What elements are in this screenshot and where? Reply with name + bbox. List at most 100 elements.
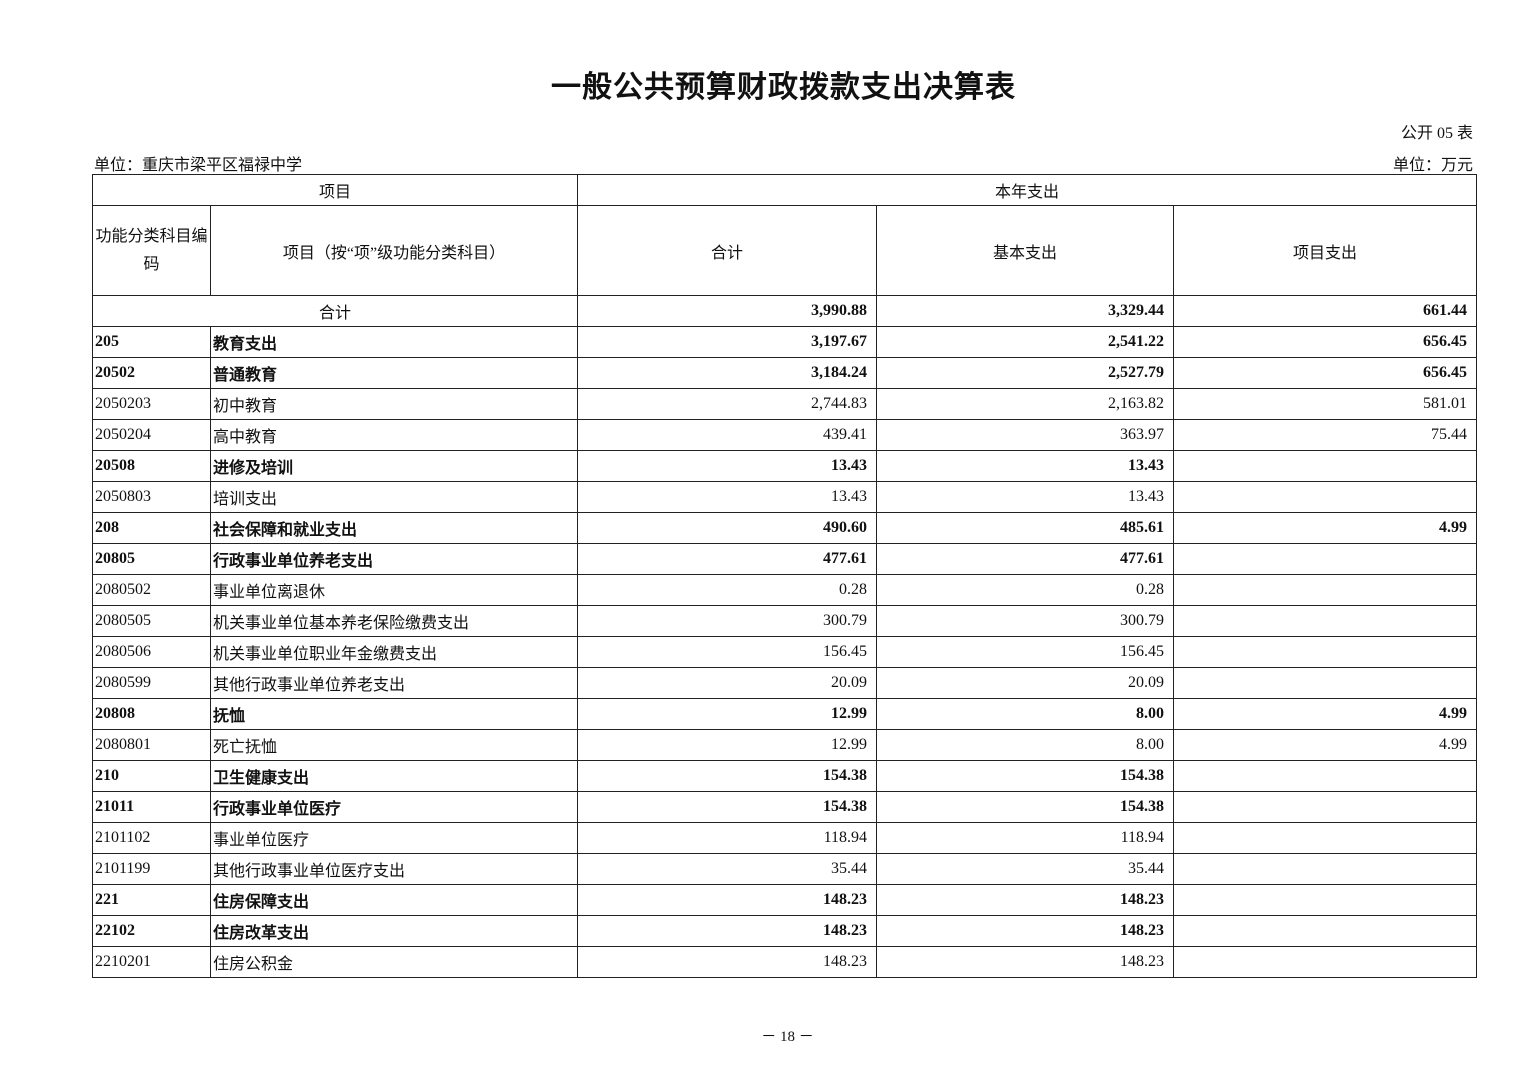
row-project: [1173, 574, 1478, 606]
table-row: 205 教育支出 3,197.67 2,541.22 656.45: [92, 326, 1478, 358]
row-total: 156.45: [577, 636, 878, 668]
table-row: 2101199 其他行政事业单位医疗支出 35.44 35.44: [92, 853, 1478, 885]
budget-table: 项目 本年支出 功能分类科目编码 项目（按“项”级功能分类科目） 合计 基本支出…: [91, 174, 1478, 978]
row-project: [1173, 915, 1478, 947]
row-name: 进修及培训: [209, 450, 579, 482]
row-total: 439.41: [577, 419, 878, 451]
row-code: 2080502: [92, 574, 211, 606]
table-row: 2050204 高中教育 439.41 363.97 75.44: [92, 419, 1478, 451]
header-basic: 基本支出: [876, 205, 1175, 296]
row-code: 22102: [92, 915, 211, 947]
row-code: 20502: [92, 357, 211, 389]
row-code: 2050803: [92, 481, 211, 513]
row-basic: 148.23: [876, 884, 1175, 916]
row-code: 221: [92, 884, 211, 916]
row-name: 培训支出: [209, 481, 579, 513]
row-name: 其他行政事业单位养老支出: [209, 667, 579, 699]
row-name: 事业单位离退休: [209, 574, 579, 606]
table-row: 20502 普通教育 3,184.24 2,527.79 656.45: [92, 357, 1478, 389]
unit-currency: 单位：万元: [1392, 157, 1473, 174]
row-name: 普通教育: [209, 357, 579, 389]
row-code: 2080599: [92, 667, 211, 699]
row-total: 3,184.24: [577, 357, 878, 389]
row-total: 148.23: [577, 915, 878, 947]
total-label: 合计: [91, 295, 579, 327]
row-basic: 8.00: [876, 698, 1175, 730]
row-basic: 363.97: [876, 419, 1175, 451]
row-basic: 148.23: [876, 915, 1175, 947]
row-total: 148.23: [577, 946, 878, 978]
header-project-expense: 项目支出: [1173, 205, 1478, 296]
row-basic: 118.94: [876, 822, 1175, 854]
table-row: 2080801 死亡抚恤 12.99 8.00 4.99: [92, 729, 1478, 761]
table-row: 210 卫生健康支出 154.38 154.38: [92, 760, 1478, 792]
header-row-1: 项目 本年支出: [91, 174, 1478, 206]
row-project: 656.45: [1173, 326, 1478, 358]
unit-organization: 单位：重庆市梁平区福禄中学: [94, 157, 303, 174]
table-row: 2101102 事业单位医疗 118.94 118.94: [92, 822, 1478, 854]
row-code: 210: [92, 760, 211, 792]
row-name: 行政事业单位养老支出: [209, 543, 579, 575]
table-row: 208 社会保障和就业支出 490.60 485.61 4.99: [92, 512, 1478, 544]
row-code: 2050204: [92, 419, 211, 451]
row-project: [1173, 884, 1478, 916]
row-basic: 2,527.79: [876, 357, 1175, 389]
row-code: 2210201: [92, 946, 211, 978]
total-row: 合计 3,990.88 3,329.44 661.44: [91, 295, 1478, 327]
table-row: 20805 行政事业单位养老支出 477.61 477.61: [92, 543, 1478, 575]
row-project: [1173, 946, 1478, 978]
row-project: [1173, 853, 1478, 885]
row-project: [1173, 760, 1478, 792]
row-basic: 13.43: [876, 450, 1175, 482]
row-name: 住房改革支出: [209, 915, 579, 947]
table-row: 2080599 其他行政事业单位养老支出 20.09 20.09: [92, 667, 1478, 699]
table-row: 221 住房保障支出 148.23 148.23: [92, 884, 1478, 916]
table-row: 2050803 培训支出 13.43 13.43: [92, 481, 1478, 513]
header-item: 项目（按“项”级功能分类科目）: [209, 205, 579, 296]
row-project: 75.44: [1173, 419, 1478, 451]
table-row: 20808 抚恤 12.99 8.00 4.99: [92, 698, 1478, 730]
table-row: 22102 住房改革支出 148.23 148.23: [92, 915, 1478, 947]
row-code: 2080801: [92, 729, 211, 761]
total-sum: 3,990.88: [577, 295, 878, 327]
row-code: 2101199: [92, 853, 211, 885]
row-total: 154.38: [577, 791, 878, 823]
row-total: 2,744.83: [577, 388, 878, 420]
row-basic: 485.61: [876, 512, 1175, 544]
row-code: 2050203: [92, 388, 211, 420]
row-total: 477.61: [577, 543, 878, 575]
row-total: 13.43: [577, 450, 878, 482]
row-code: 20805: [92, 543, 211, 575]
row-total: 490.60: [577, 512, 878, 544]
row-project: [1173, 667, 1478, 699]
row-total: 3,197.67: [577, 326, 878, 358]
row-total: 300.79: [577, 605, 878, 637]
row-project: [1173, 450, 1478, 482]
table-row: 2210201 住房公积金 148.23 148.23: [92, 946, 1478, 978]
row-name: 高中教育: [209, 419, 579, 451]
header-code: 功能分类科目编码: [92, 205, 211, 296]
row-project: 4.99: [1173, 512, 1478, 544]
page-number: － 18 －: [761, 1029, 814, 1045]
row-code: 2080506: [92, 636, 211, 668]
row-total: 118.94: [577, 822, 878, 854]
row-name: 住房公积金: [209, 946, 579, 978]
row-total: 0.28: [577, 574, 878, 606]
row-basic: 13.43: [876, 481, 1175, 513]
row-name: 行政事业单位医疗: [209, 791, 579, 823]
header-current-year: 本年支出: [577, 174, 1478, 206]
row-name: 其他行政事业单位医疗支出: [209, 853, 579, 885]
row-project: 4.99: [1173, 698, 1478, 730]
row-project: [1173, 605, 1478, 637]
row-name: 住房保障支出: [209, 884, 579, 916]
row-basic: 2,541.22: [876, 326, 1175, 358]
table-row: 2080502 事业单位离退休 0.28 0.28: [92, 574, 1478, 606]
row-project: [1173, 481, 1478, 513]
row-basic: 8.00: [876, 729, 1175, 761]
row-total: 12.99: [577, 729, 878, 761]
table-row: 2080505 机关事业单位基本养老保险缴费支出 300.79 300.79: [92, 605, 1478, 637]
row-name: 事业单位医疗: [209, 822, 579, 854]
table-row: 2080506 机关事业单位职业年金缴费支出 156.45 156.45: [92, 636, 1478, 668]
table-number: 公开 05 表: [1400, 125, 1473, 142]
row-total: 20.09: [577, 667, 878, 699]
